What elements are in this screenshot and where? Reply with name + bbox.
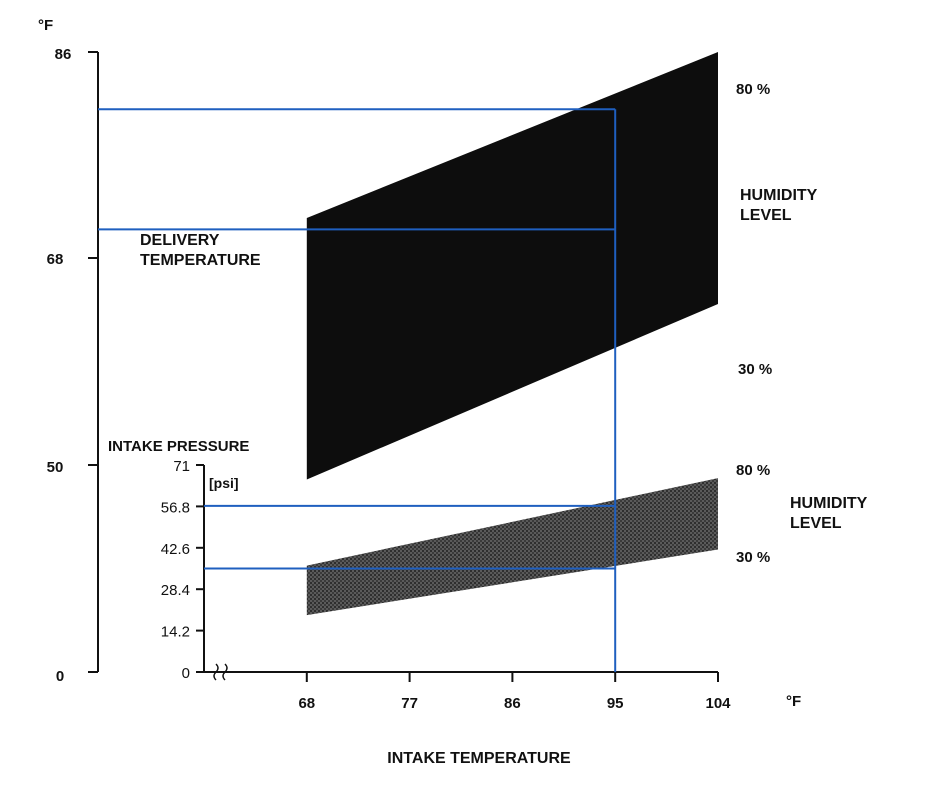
delivery-upper-label: 80 % (736, 81, 770, 98)
delivery-temperature-label-2: TEMPERATURE (140, 252, 261, 269)
inner-tick-label: 56.8 (161, 499, 190, 516)
left-tick-68: 68 (47, 251, 64, 268)
x-tick-label: 68 (298, 695, 315, 712)
left-axis (88, 51, 99, 673)
delivery-lower-label: 30 % (738, 361, 772, 378)
x-tick-label: 95 (607, 695, 624, 712)
x-tick-label: 77 (401, 695, 418, 712)
delivery-humidity-label-1: HUMIDITY (740, 187, 818, 204)
inner-axis-ticks: 71 56.8 42.6 28.4 14.2 0 (161, 458, 204, 682)
inner-tick-label: 14.2 (161, 624, 190, 641)
pressure-lower-label: 30 % (736, 549, 770, 566)
pressure-humidity-label-2: LEVEL (790, 515, 842, 532)
x-tick-label: 86 (504, 695, 521, 712)
pressure-humidity-band (306, 478, 718, 616)
x-axis-ticks: 68 77 86 95 104 (298, 672, 731, 712)
x-axis (204, 663, 718, 681)
inner-tick-label: 0 (182, 665, 190, 682)
left-axis-unit: °F (38, 17, 53, 34)
delivery-temperature-label-1: DELIVERY (140, 232, 220, 249)
x-axis-label: INTAKE TEMPERATURE (387, 750, 571, 767)
intake-pressure-title: INTAKE PRESSURE (108, 438, 249, 455)
x-axis-unit: °F (786, 693, 801, 710)
pressure-upper-label: 80 % (736, 462, 770, 479)
reference-lines (98, 108, 617, 672)
inner-axis-unit: [psi] (209, 475, 239, 491)
inner-tick-label: 71 (173, 458, 190, 475)
delivery-humidity-label-2: LEVEL (740, 207, 792, 224)
inner-tick-label: 28.4 (161, 582, 190, 599)
inner-tick-label: 42.6 (161, 541, 190, 558)
x-tick-label: 104 (705, 695, 731, 712)
left-tick-86: 86 (55, 46, 72, 63)
delivery-humidity-band (306, 52, 718, 480)
pressure-humidity-label-1: HUMIDITY (790, 495, 868, 512)
left-tick-50: 50 (47, 459, 64, 476)
left-tick-0: 0 (56, 668, 64, 685)
